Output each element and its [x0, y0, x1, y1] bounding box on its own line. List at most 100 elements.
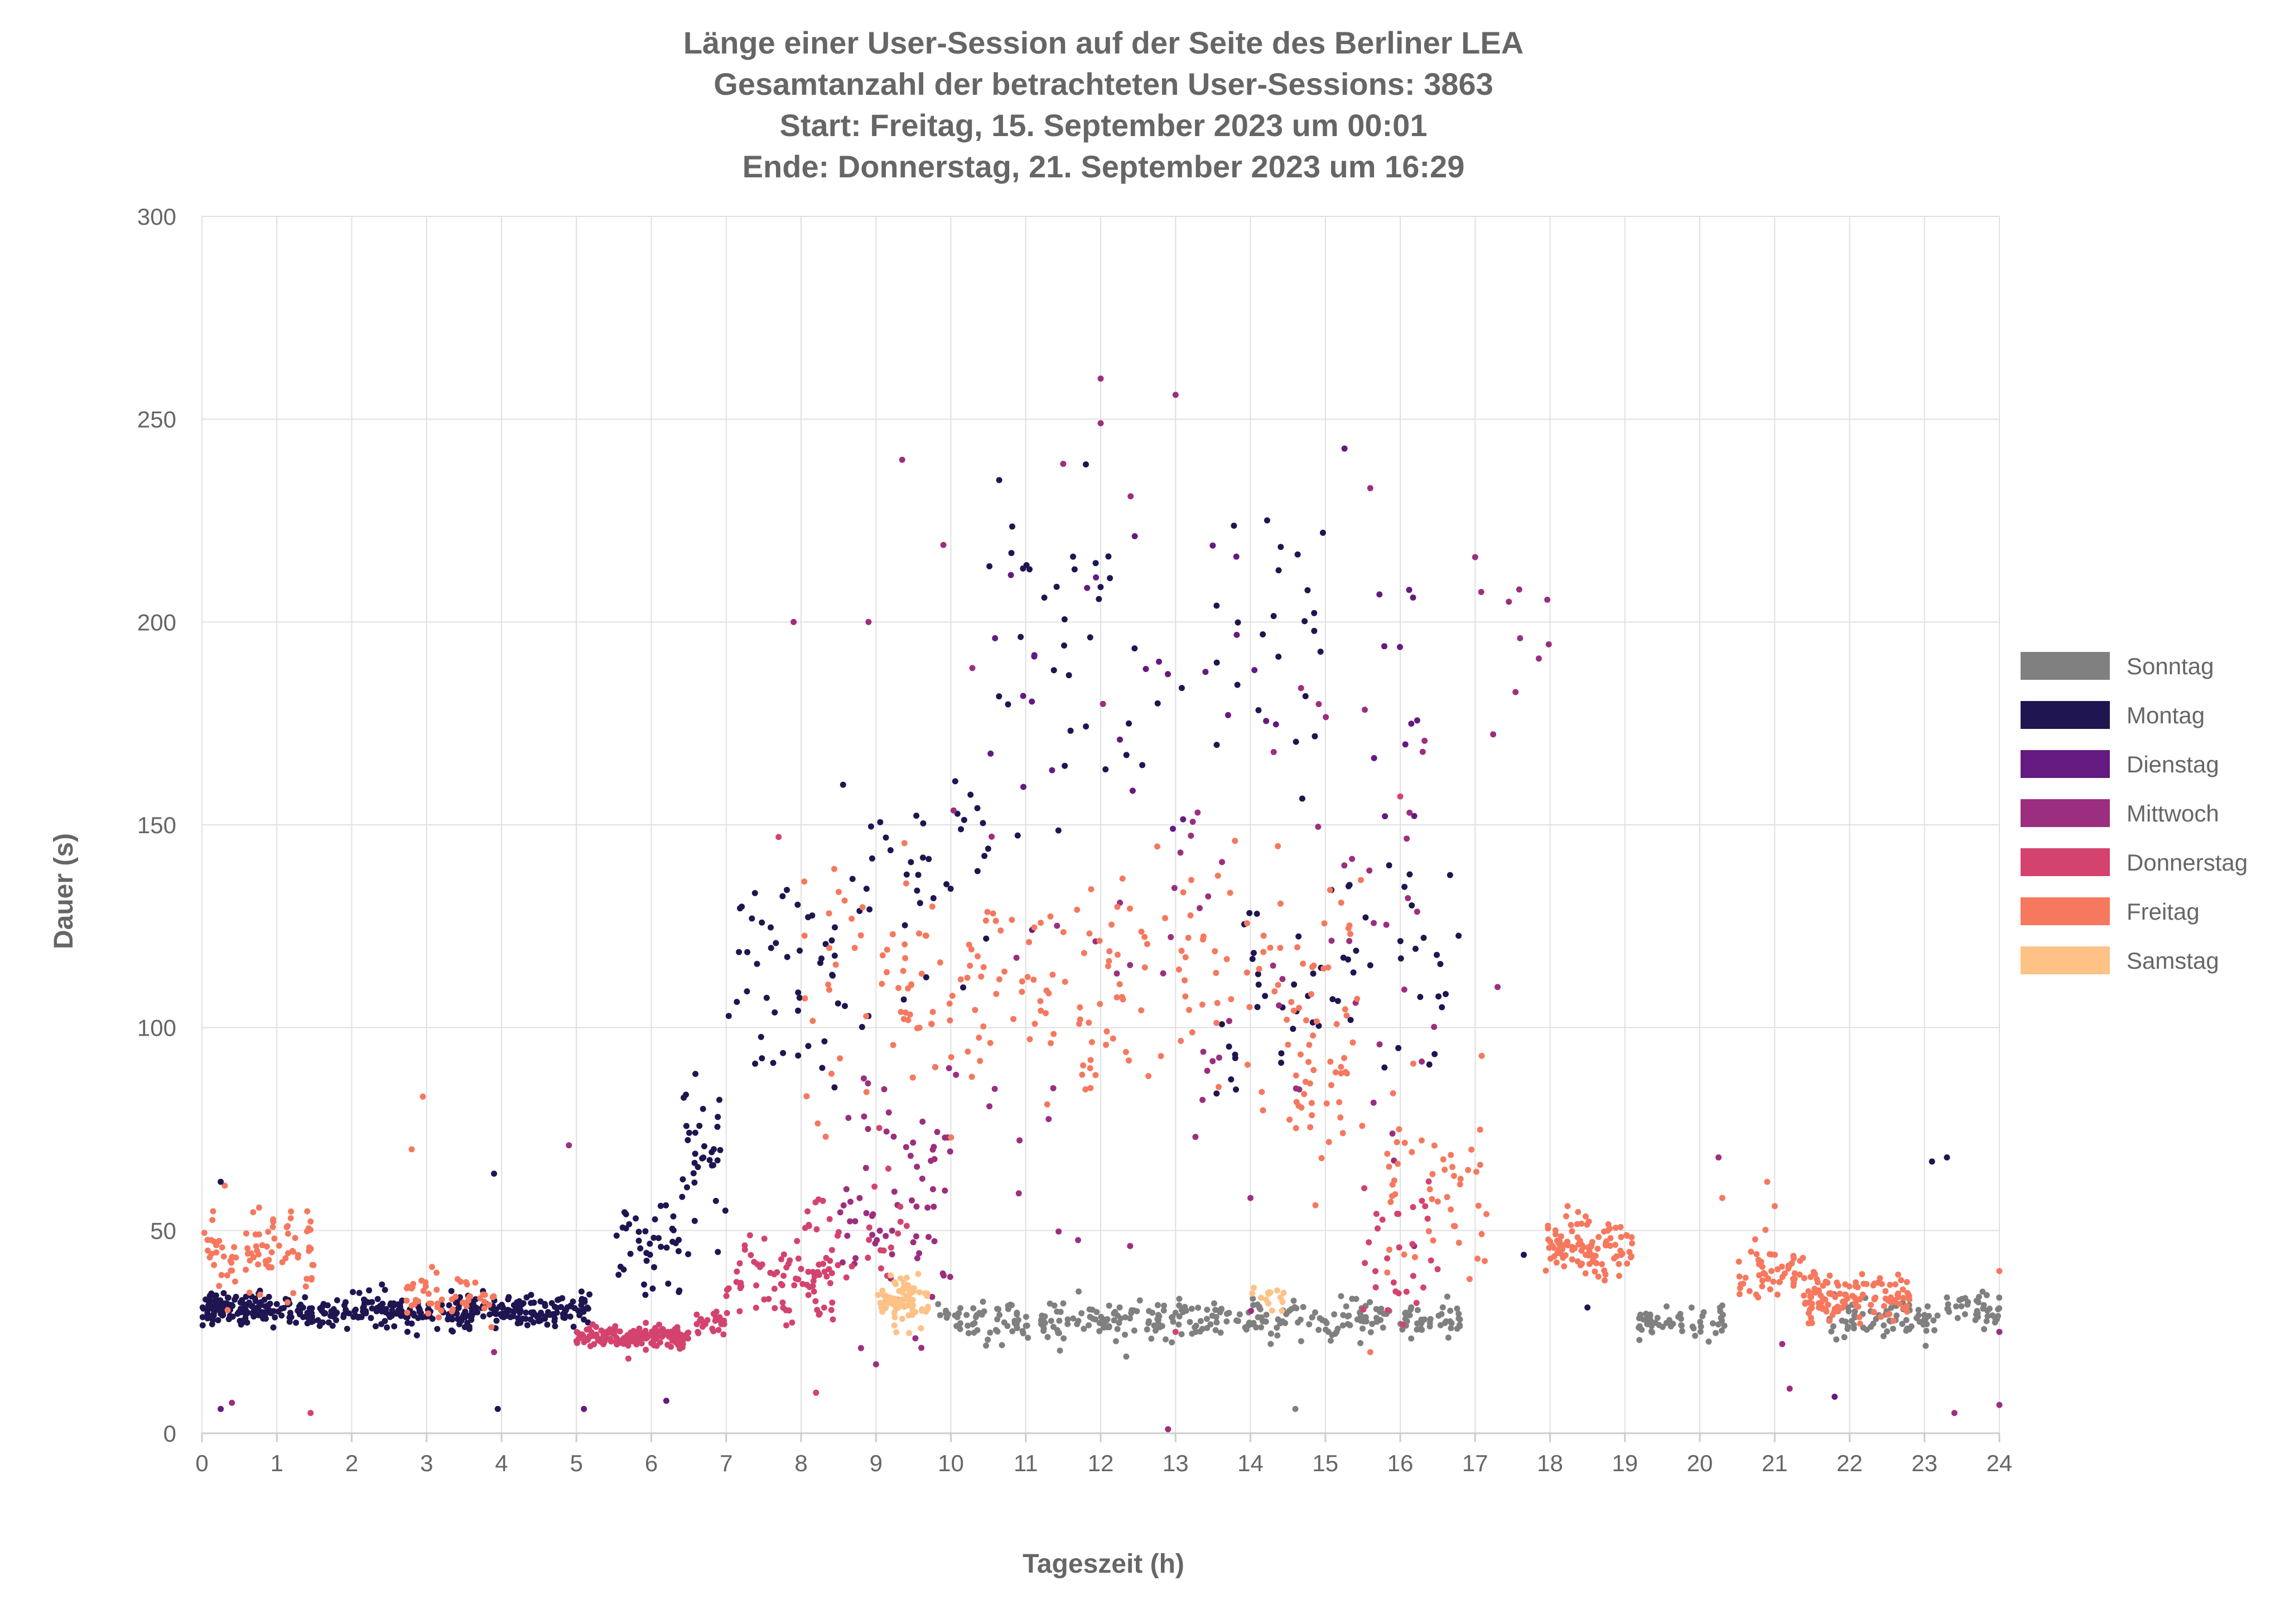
data-point — [983, 935, 990, 942]
data-point — [1309, 1314, 1315, 1321]
legend-item-freitag[interactable]: Freitag — [2021, 897, 2200, 925]
data-point — [1790, 1275, 1796, 1282]
data-point — [1357, 1312, 1364, 1318]
data-point — [1384, 1269, 1391, 1276]
data-point — [875, 1292, 881, 1298]
legend-item-montag[interactable]: Montag — [2021, 701, 2205, 729]
data-point — [412, 1297, 419, 1303]
data-point — [1262, 1296, 1269, 1303]
data-point — [446, 1313, 452, 1320]
y-tick-label: 300 — [137, 204, 176, 230]
data-point — [1791, 1270, 1798, 1277]
data-point — [904, 1282, 911, 1288]
data-point — [567, 1302, 574, 1309]
data-point — [1088, 886, 1095, 892]
data-point — [486, 1311, 493, 1318]
data-point — [1227, 890, 1233, 896]
data-point — [1774, 1291, 1781, 1298]
data-point — [1200, 1048, 1207, 1055]
data-point — [1790, 1282, 1797, 1289]
data-point — [635, 1229, 642, 1235]
data-point — [898, 1009, 904, 1015]
data-point — [1169, 1339, 1175, 1346]
data-point — [712, 1197, 719, 1204]
x-tick-label: 13 — [1163, 1450, 1189, 1476]
data-point — [263, 1261, 269, 1268]
legend-item-donnerstag[interactable]: Donnerstag — [2021, 848, 2248, 876]
data-point — [290, 1290, 297, 1297]
data-point — [1200, 933, 1207, 940]
data-point — [857, 1345, 864, 1351]
data-point — [1402, 741, 1409, 748]
data-point — [283, 1224, 290, 1230]
data-point — [1444, 1293, 1450, 1300]
data-point — [330, 1306, 337, 1312]
data-point — [1742, 1274, 1749, 1281]
data-point — [1122, 1314, 1129, 1321]
data-point — [1096, 596, 1102, 602]
data-point — [653, 1342, 660, 1349]
data-point — [1131, 533, 1138, 539]
data-point — [1437, 961, 1444, 968]
data-point — [655, 1235, 662, 1241]
data-point — [1298, 685, 1304, 692]
data-point — [805, 1292, 812, 1298]
data-point — [1715, 1321, 1722, 1328]
data-point — [220, 1253, 227, 1260]
data-point — [1880, 1333, 1887, 1340]
data-point — [1951, 1410, 1958, 1417]
data-point — [1623, 1232, 1630, 1239]
data-point — [1434, 951, 1440, 958]
data-point — [481, 1305, 488, 1312]
data-point — [267, 1309, 273, 1316]
data-point — [684, 1137, 691, 1143]
data-point — [205, 1305, 211, 1312]
data-point — [1328, 937, 1335, 944]
data-point — [404, 1309, 411, 1316]
data-point — [1020, 784, 1026, 790]
data-point — [1343, 1303, 1349, 1309]
data-point — [852, 1255, 859, 1262]
data-point — [684, 1335, 691, 1342]
data-point — [636, 1325, 643, 1332]
data-point — [1106, 948, 1113, 955]
data-point — [1026, 1036, 1033, 1042]
data-point — [1995, 1306, 2002, 1313]
data-point — [1297, 1316, 1304, 1323]
data-point — [1074, 1321, 1081, 1327]
legend-item-samstag[interactable]: Samstag — [2021, 946, 2219, 974]
data-point — [1882, 1296, 1889, 1302]
data-point — [923, 974, 929, 980]
data-point — [700, 1154, 707, 1161]
legend-item-mittwoch[interactable]: Mittwoch — [2021, 799, 2219, 827]
y-tick-label: 0 — [163, 1420, 176, 1447]
data-point — [1300, 960, 1307, 967]
data-point — [1233, 631, 1240, 638]
data-point — [403, 1297, 410, 1304]
data-point — [344, 1326, 350, 1332]
data-point — [1362, 914, 1369, 921]
data-point — [1915, 1307, 1922, 1313]
data-point — [671, 1333, 677, 1340]
data-point — [1663, 1303, 1670, 1310]
data-point — [924, 1204, 931, 1211]
data-point — [983, 1342, 989, 1349]
data-point — [420, 1288, 427, 1294]
legend-item-dienstag[interactable]: Dienstag — [2021, 750, 2219, 778]
data-point — [877, 819, 884, 825]
data-point — [1310, 970, 1317, 977]
data-point — [1895, 1272, 1901, 1278]
data-point — [925, 1234, 932, 1240]
data-point — [1357, 877, 1364, 883]
data-point — [811, 1288, 817, 1295]
data-point — [1705, 1338, 1712, 1345]
data-point — [278, 1312, 285, 1319]
data-point — [1718, 1314, 1724, 1321]
data-point — [831, 1084, 838, 1091]
data-point — [1506, 598, 1512, 605]
data-point — [325, 1319, 332, 1326]
data-point — [418, 1277, 425, 1284]
data-point — [1353, 1296, 1360, 1302]
data-point — [696, 1123, 703, 1129]
legend-item-sonntag[interactable]: Sonntag — [2021, 652, 2214, 680]
